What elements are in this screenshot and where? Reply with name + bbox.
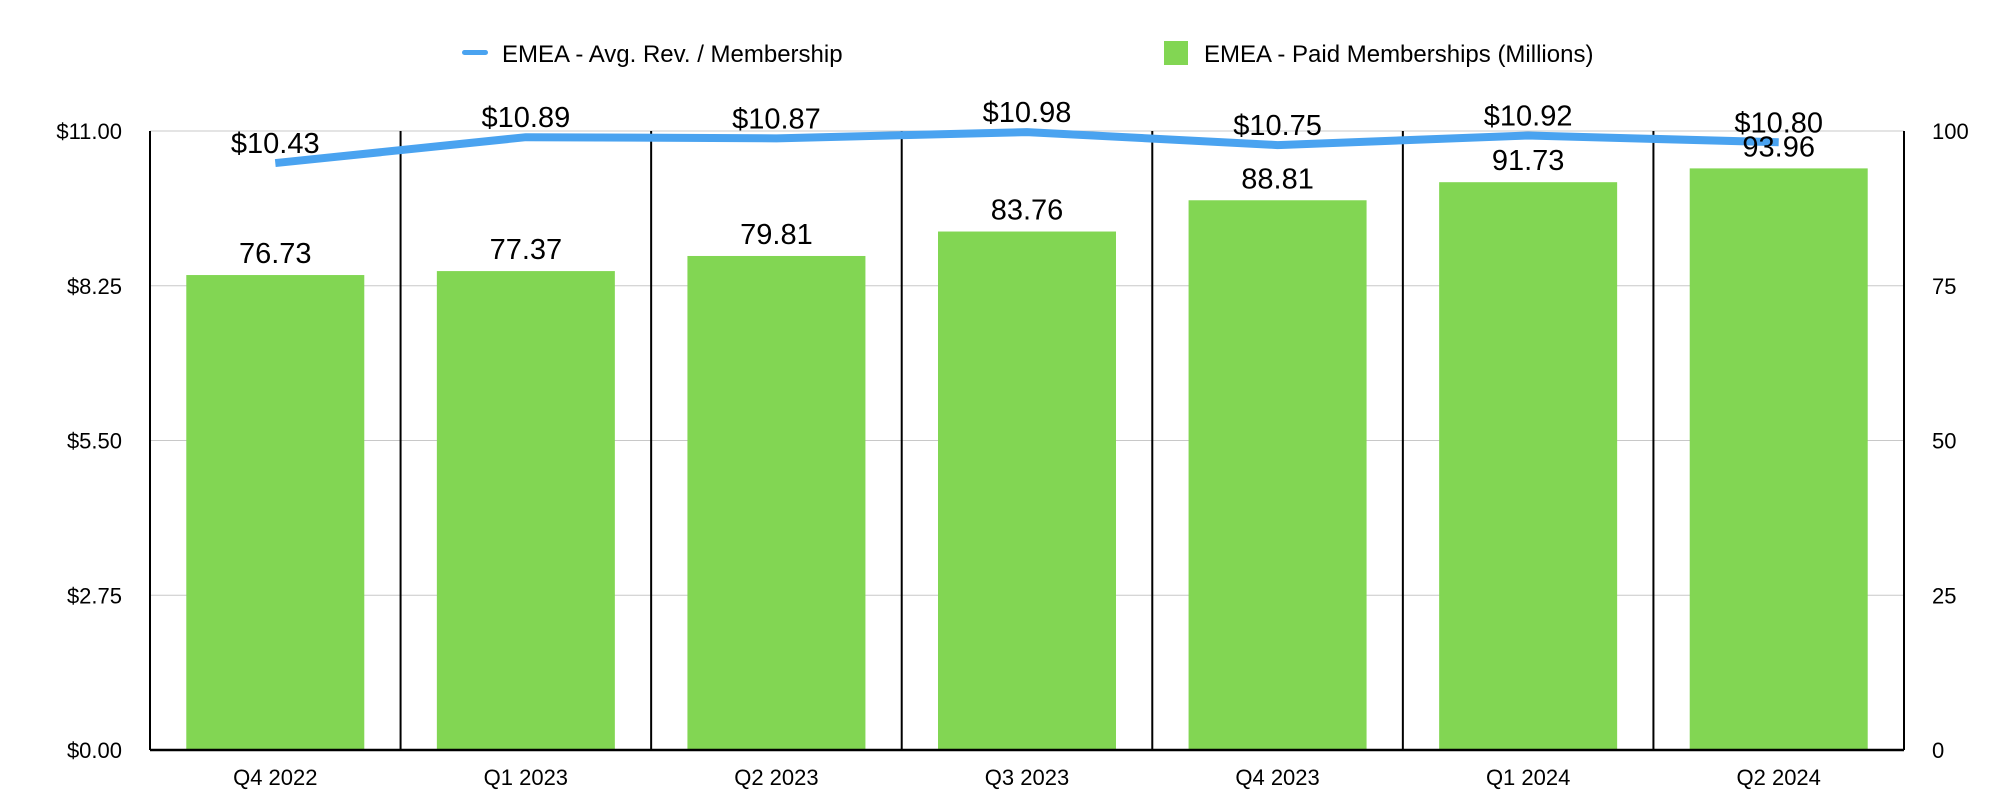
y-right-tick-label: 0 [1932,738,1944,763]
line-value-label: $10.89 [482,102,571,134]
bars [186,168,1868,751]
avg-revenue-line [274,128,1779,168]
y-left-tick-label: $11.00 [56,119,122,144]
y-left-tick-label: $8.25 [67,274,122,299]
bar [186,275,365,750]
line-value-label: $10.92 [1484,101,1573,133]
bar-value-label: 91.73 [1492,145,1565,177]
x-tick-label: Q4 2023 [1235,765,1319,790]
x-tick-label: Q3 2023 [985,765,1069,790]
legend-bar-label: EMEA - Paid Memberships (Millions) [1204,41,1593,68]
bar [1689,168,1868,751]
y-left-tick-label: $0.00 [67,738,122,763]
bar-value-label: 88.81 [1241,163,1314,195]
legend-item-line: EMEA - Avg. Rev. / Membership [462,41,843,68]
bar [1188,200,1367,750]
line-value-label: $10.43 [231,128,320,160]
data-labels: 76.73 77.37 79.81 83.76 88.81 91.73 93.96 $10.4… [231,97,1823,270]
line-value-label: $10.75 [1233,110,1322,142]
legend-item-bar: EMEA - Paid Memberships (Millions) [1164,41,1593,68]
line-value-label: $10.80 [1734,107,1823,139]
y-right-tick-label: 25 [1932,583,1956,608]
line-series [274,128,1779,168]
line-value-label: $10.98 [983,97,1072,129]
bar [938,231,1116,750]
x-tick-label: Q1 2023 [484,765,568,790]
x-tick-label: Q1 2024 [1486,765,1570,790]
x-tick-label: Q2 2024 [1737,765,1821,790]
legend-line-label: EMEA - Avg. Rev. / Membership [502,41,843,68]
line-value-label: $10.87 [732,103,821,135]
bar [687,255,866,750]
y-right-tick-label: 100 [1932,119,1969,144]
x-tick-label: Q2 2023 [734,765,818,790]
bar-value-label: 79.81 [740,219,813,251]
legend-bar-swatch [1164,41,1188,65]
bar [436,271,615,750]
axes: $0.00 $2.75 $5.50 $8.25 $11.00 0 25 50 75 100 Q4 2… [56,119,1968,790]
category-dividers [149,131,1905,750]
y-right-tick-label: 75 [1932,274,1956,299]
legend-line-swatch [462,50,488,55]
bar-value-label: 83.76 [991,195,1064,227]
bar-value-label: 76.73 [239,238,312,270]
x-tick-label: Q4 2022 [233,765,317,790]
y-left-tick-label: $5.50 [67,429,122,454]
y-left-tick-label: $2.75 [67,583,122,608]
legend: EMEA - Avg. Rev. / Membership EMEA - Pai… [462,41,1593,68]
y-right-tick-label: 50 [1932,429,1956,454]
bar [1439,182,1618,751]
bar-value-label: 77.37 [490,234,563,266]
bar-value-label: 93.96 [1742,131,1815,163]
